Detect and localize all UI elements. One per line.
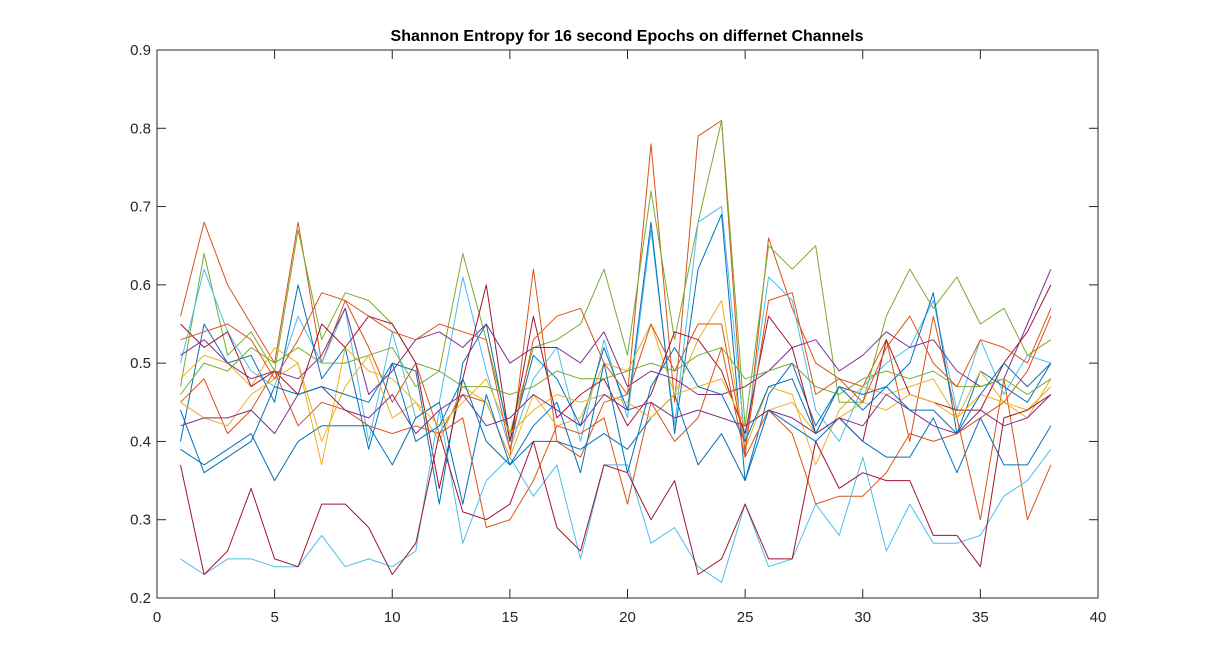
series-line-13 [180, 386, 1052, 435]
series-line-5 [180, 300, 1052, 466]
series-line-9 [180, 347, 1052, 395]
series-line-10 [180, 409, 1052, 583]
series-line-6 [180, 269, 1052, 395]
y-tick-label: 0.5 [130, 355, 151, 372]
y-tick-label: 0.9 [130, 42, 151, 59]
series-line-8 [180, 316, 1052, 528]
series-line-11 [180, 394, 1052, 505]
series-line-14 [180, 394, 1052, 575]
series-line-12 [180, 354, 1052, 442]
x-tick-label: 25 [737, 609, 754, 626]
plot-area [157, 50, 1098, 598]
chart-title: Shannon Entropy for 16 second Epochs on … [391, 28, 864, 45]
x-tick-label: 30 [854, 609, 871, 626]
y-tick-label: 0.2 [130, 590, 151, 607]
axes-layer: 0 5 10 15 20 25 30 35 40 0.2 0.3 0.4 0.5 0.6 0.7 0.8 0.9 [130, 42, 1106, 626]
y-tick-label: 0.7 [130, 199, 151, 216]
series-line-2 [180, 120, 1052, 435]
x-tick-label: 15 [502, 609, 519, 626]
y-tick-label: 0.6 [130, 277, 151, 294]
x-tick-label: 10 [384, 609, 401, 626]
series-layer [180, 120, 1052, 583]
x-tick-label: 5 [270, 609, 278, 626]
x-tick-label: 0 [153, 609, 161, 626]
series-line-16 [180, 292, 1052, 450]
y-tick-label: 0.3 [130, 512, 151, 529]
y-tick-label: 0.8 [130, 120, 151, 137]
x-tick-label: 20 [619, 609, 636, 626]
x-tick-label: 40 [1090, 609, 1107, 626]
series-line-15 [180, 347, 1052, 474]
x-tick-label: 35 [972, 609, 989, 626]
y-tick-label: 0.4 [130, 433, 151, 450]
